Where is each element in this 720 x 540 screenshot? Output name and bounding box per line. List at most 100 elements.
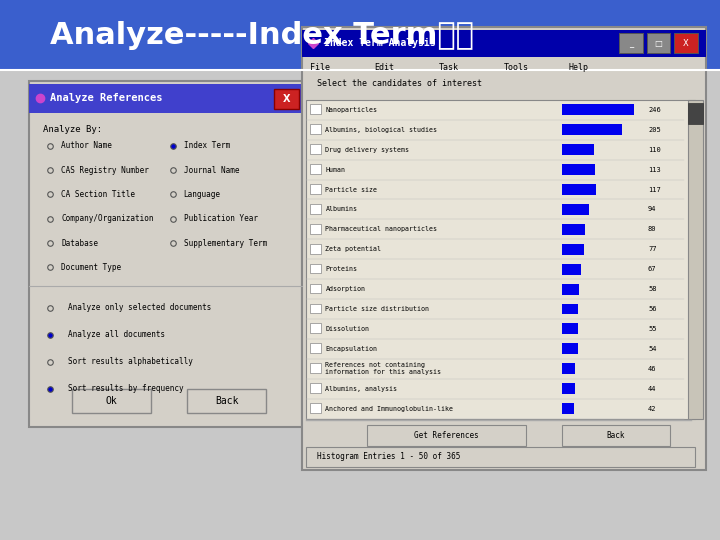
FancyBboxPatch shape	[562, 383, 575, 394]
FancyBboxPatch shape	[562, 303, 578, 314]
FancyBboxPatch shape	[310, 303, 321, 313]
Text: Get References: Get References	[414, 430, 479, 440]
FancyBboxPatch shape	[310, 363, 321, 373]
FancyBboxPatch shape	[310, 224, 321, 234]
Text: Analyze all documents: Analyze all documents	[68, 330, 166, 339]
FancyBboxPatch shape	[688, 103, 703, 124]
FancyBboxPatch shape	[29, 81, 302, 427]
Text: Albumins, biological studies: Albumins, biological studies	[325, 127, 438, 133]
Text: Human: Human	[325, 167, 346, 173]
Text: Albumins, analysis: Albumins, analysis	[325, 386, 397, 392]
FancyBboxPatch shape	[72, 389, 151, 413]
Text: Tools: Tools	[504, 63, 529, 72]
FancyBboxPatch shape	[562, 224, 585, 235]
FancyBboxPatch shape	[310, 244, 321, 254]
FancyBboxPatch shape	[310, 184, 321, 194]
FancyBboxPatch shape	[302, 30, 706, 57]
Text: Albumins: Albumins	[325, 206, 357, 212]
Text: Adsorption: Adsorption	[325, 286, 366, 292]
Text: References not containing
information for this analysis: References not containing information fo…	[325, 362, 441, 375]
Text: 77: 77	[648, 246, 657, 252]
FancyBboxPatch shape	[187, 389, 266, 413]
Text: Edit: Edit	[374, 63, 395, 72]
Text: X: X	[283, 94, 290, 104]
Text: Sort results by frequency: Sort results by frequency	[68, 384, 184, 393]
Text: 80: 80	[648, 226, 657, 232]
FancyBboxPatch shape	[619, 33, 643, 53]
Text: Anchored and Immunoglobulin-like: Anchored and Immunoglobulin-like	[325, 406, 454, 411]
Text: Histogram Entries 1 - 50 of 365: Histogram Entries 1 - 50 of 365	[317, 453, 460, 461]
FancyBboxPatch shape	[562, 284, 579, 294]
Text: Proteins: Proteins	[325, 266, 357, 272]
Text: Analyze References: Analyze References	[50, 93, 163, 103]
FancyBboxPatch shape	[674, 33, 698, 53]
Text: 113: 113	[648, 167, 661, 173]
Text: Back: Back	[215, 396, 238, 406]
Text: Document Type: Document Type	[61, 263, 122, 272]
Text: Encapsulation: Encapsulation	[325, 346, 377, 352]
Text: Drug delivery systems: Drug delivery systems	[325, 147, 410, 153]
FancyBboxPatch shape	[29, 84, 302, 113]
Text: CA Section Title: CA Section Title	[61, 190, 135, 199]
Text: Publication Year: Publication Year	[184, 214, 258, 223]
Text: 67: 67	[648, 266, 657, 272]
FancyBboxPatch shape	[562, 144, 594, 155]
FancyBboxPatch shape	[310, 343, 321, 353]
FancyBboxPatch shape	[310, 104, 321, 114]
FancyBboxPatch shape	[302, 27, 706, 470]
Text: 117: 117	[648, 186, 661, 192]
Text: Select the candidates of interest: Select the candidates of interest	[317, 79, 482, 88]
Text: 46: 46	[648, 366, 657, 372]
FancyBboxPatch shape	[562, 363, 575, 374]
FancyBboxPatch shape	[310, 264, 321, 273]
Text: Sort results alphabetically: Sort results alphabetically	[68, 357, 193, 366]
Text: 42: 42	[648, 406, 657, 411]
FancyBboxPatch shape	[310, 323, 321, 333]
Text: Index Term Analysis: Index Term Analysis	[324, 38, 436, 48]
FancyBboxPatch shape	[562, 204, 590, 215]
FancyBboxPatch shape	[367, 425, 526, 446]
FancyBboxPatch shape	[688, 100, 703, 418]
Text: 44: 44	[648, 386, 657, 392]
FancyBboxPatch shape	[310, 124, 321, 134]
FancyBboxPatch shape	[647, 33, 670, 53]
Text: Help: Help	[569, 63, 589, 72]
Text: Author Name: Author Name	[61, 141, 112, 150]
FancyBboxPatch shape	[562, 184, 596, 195]
FancyBboxPatch shape	[310, 403, 321, 413]
FancyBboxPatch shape	[306, 100, 695, 418]
FancyBboxPatch shape	[310, 204, 321, 214]
Text: 246: 246	[648, 107, 661, 113]
FancyBboxPatch shape	[562, 403, 574, 414]
Text: Analyze only selected documents: Analyze only selected documents	[68, 303, 212, 312]
Text: 110: 110	[648, 147, 661, 153]
FancyBboxPatch shape	[562, 164, 595, 175]
Text: 56: 56	[648, 306, 657, 312]
Text: Supplementary Term: Supplementary Term	[184, 239, 267, 247]
FancyBboxPatch shape	[310, 164, 321, 174]
Text: Task: Task	[439, 63, 459, 72]
Text: 54: 54	[648, 346, 657, 352]
Text: Analyze By:: Analyze By:	[43, 125, 102, 134]
FancyBboxPatch shape	[310, 144, 321, 154]
Text: Back: Back	[606, 430, 625, 440]
Text: Company/Organization: Company/Organization	[61, 214, 153, 223]
Text: _: _	[629, 39, 633, 48]
FancyBboxPatch shape	[562, 323, 578, 334]
Text: Journal Name: Journal Name	[184, 166, 239, 174]
FancyBboxPatch shape	[562, 425, 670, 446]
FancyBboxPatch shape	[562, 104, 634, 116]
Text: Dissolution: Dissolution	[325, 326, 369, 332]
Text: CAS Registry Number: CAS Registry Number	[61, 166, 149, 174]
Text: 205: 205	[648, 127, 661, 133]
Text: Analyze-----Index Term分析: Analyze-----Index Term分析	[50, 21, 474, 50]
Text: X: X	[683, 39, 688, 48]
FancyBboxPatch shape	[562, 264, 582, 275]
FancyBboxPatch shape	[310, 383, 321, 393]
Text: Zeta potential: Zeta potential	[325, 246, 382, 252]
Text: Ok: Ok	[106, 396, 117, 406]
FancyBboxPatch shape	[562, 124, 622, 135]
Text: Particle size distribution: Particle size distribution	[325, 306, 429, 312]
FancyBboxPatch shape	[274, 89, 299, 109]
Text: 94: 94	[648, 206, 657, 212]
